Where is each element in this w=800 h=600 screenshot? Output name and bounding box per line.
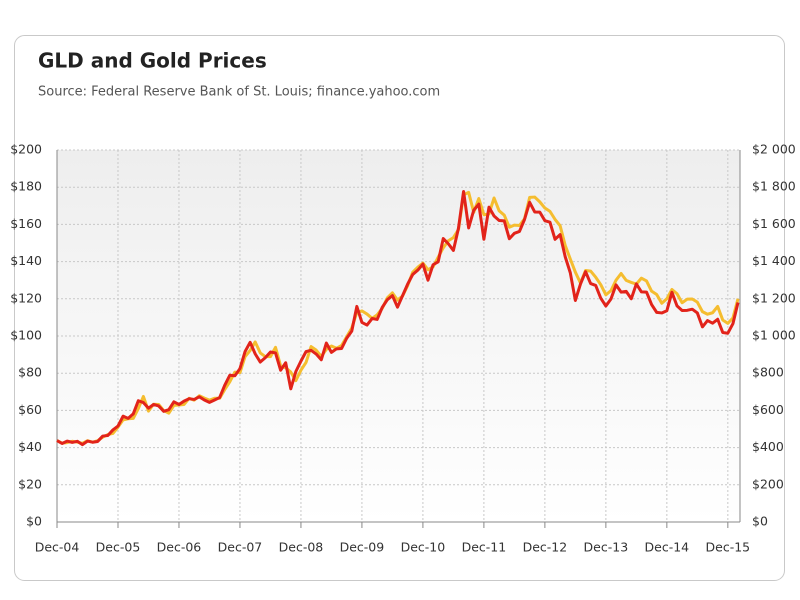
series-line (56, 189, 740, 447)
y-tick-label: $160 (10, 216, 42, 231)
chart-subtitle: Source: Federal Reserve Bank of St. Loui… (38, 85, 440, 100)
y2-tick-label: $2 000 (752, 142, 796, 157)
y-tick-label: $20 (18, 476, 42, 491)
chart-title: GLD and Gold Prices (38, 49, 267, 73)
y2-tick-label: $800 (752, 365, 784, 380)
x-tick-label: Dec-09 (340, 540, 385, 555)
y2-tick-label: $1 000 (752, 328, 796, 343)
y2-tick-label: $600 (752, 402, 784, 417)
y2-tick-label: $1 600 (752, 216, 796, 231)
x-tick-label: Dec-04 (35, 540, 80, 555)
y-tick-label: $140 (10, 253, 42, 268)
y-tick-label: $100 (10, 328, 42, 343)
x-tick-label: Dec-14 (645, 540, 690, 555)
x-tick-label: Dec-12 (523, 540, 568, 555)
y2-tick-label: $1 400 (752, 253, 796, 268)
y2-tick-label: $200 (752, 476, 784, 491)
y-tick-label: $80 (18, 365, 42, 380)
y-tick-label: $120 (10, 290, 42, 305)
y2-tick-label: $1 200 (752, 290, 796, 305)
y-tick-label: $200 (10, 142, 42, 157)
x-tick-label: Dec-06 (157, 540, 202, 555)
x-tick-label: Dec-11 (462, 540, 507, 555)
y-tick-label: $40 (18, 439, 42, 454)
y2-tick-label: $1 800 (752, 179, 796, 194)
x-tick-label: Dec-13 (584, 540, 629, 555)
y2-tick-label: $0 (752, 514, 768, 529)
x-tick-label: Dec-10 (401, 540, 446, 555)
y-tick-label: $180 (10, 179, 42, 194)
x-tick-label: Dec-07 (218, 540, 263, 555)
y-tick-label: $0 (26, 514, 42, 529)
x-tick-label: Dec-08 (279, 540, 324, 555)
x-tick-label: Dec-05 (96, 540, 141, 555)
x-tick-label: Dec-15 (706, 540, 751, 555)
y-tick-label: $60 (18, 402, 42, 417)
series-line (56, 190, 740, 445)
y2-tick-label: $400 (752, 439, 784, 454)
